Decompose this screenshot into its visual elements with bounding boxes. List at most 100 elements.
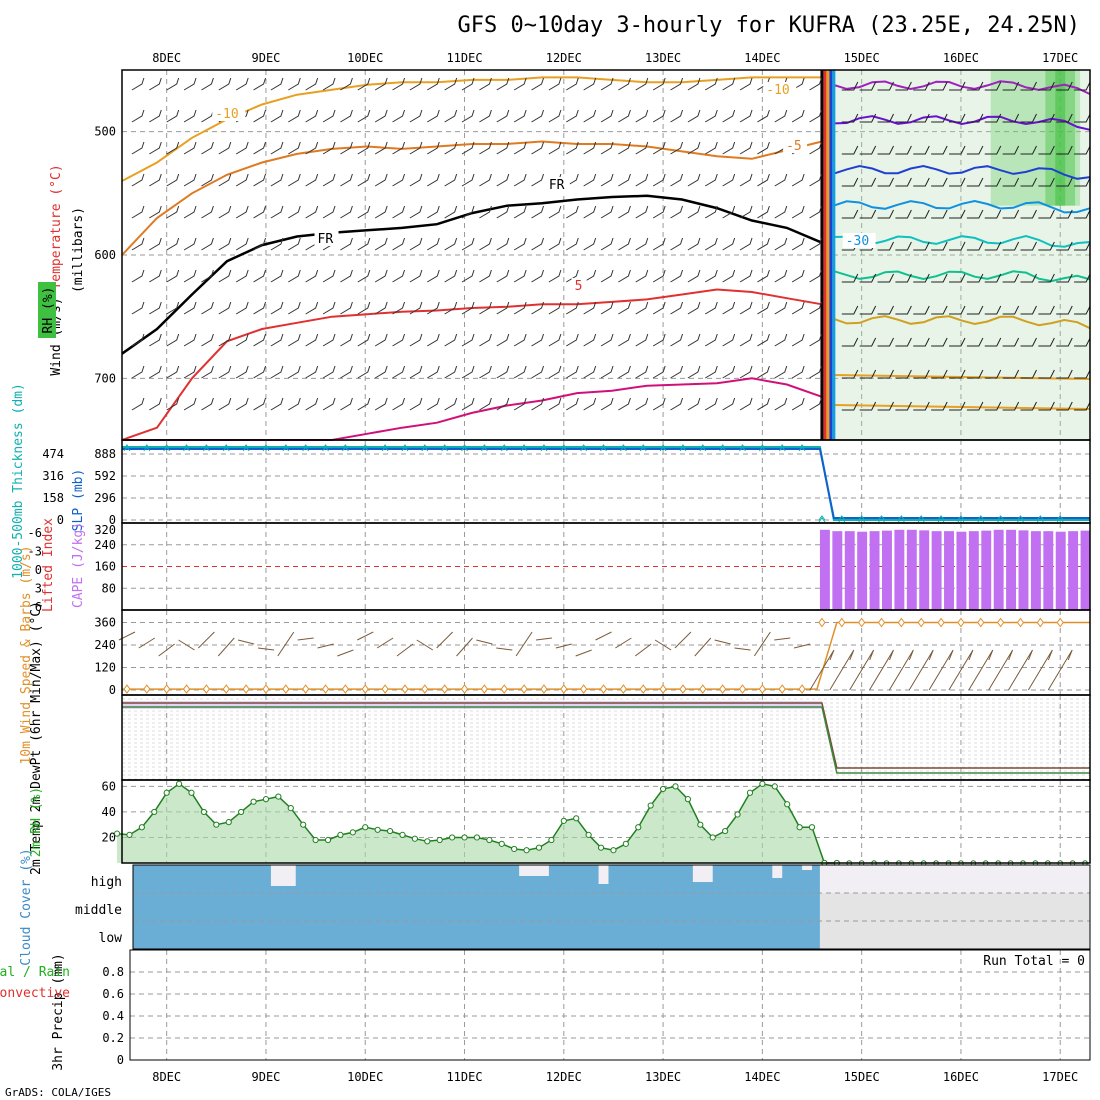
wind-barb	[600, 109, 614, 123]
wind-barb	[913, 337, 930, 347]
wind-barb	[183, 77, 197, 91]
wind-barb	[253, 109, 267, 123]
cape-bar	[857, 531, 868, 610]
wind-barb	[791, 269, 805, 283]
wind-barb	[1074, 273, 1091, 283]
y-tick-right: 160	[94, 560, 116, 574]
wind-barb	[618, 365, 631, 379]
thickness-marker	[838, 515, 846, 521]
wind10-barb	[158, 643, 175, 657]
wind10-barb	[1027, 649, 1053, 691]
thickness-marker	[461, 446, 468, 452]
wind10-barb	[396, 643, 414, 657]
thickness-marker	[798, 444, 806, 450]
wind10-barb	[416, 639, 434, 651]
thickness-marker	[341, 446, 349, 452]
wind-barb	[1056, 337, 1073, 347]
wind-barb	[496, 365, 510, 379]
wind-barb	[357, 365, 371, 379]
wind-barb	[1002, 401, 1020, 411]
contour-label-bg	[571, 278, 587, 293]
wind-barb	[322, 333, 336, 347]
wind-barb	[548, 237, 562, 251]
wind-barb	[305, 301, 319, 315]
wind-barb	[722, 237, 736, 251]
thickness-marker	[202, 444, 210, 450]
series-SLP	[122, 448, 1090, 519]
wind-barb	[895, 177, 912, 187]
wind-barb	[340, 365, 353, 379]
thickness-marker	[322, 444, 329, 450]
thickness-marker	[143, 444, 151, 450]
y-tick-left: 6	[35, 600, 42, 614]
wind-barb	[949, 145, 966, 155]
wind-barb	[757, 301, 770, 315]
wind-barb	[201, 205, 214, 219]
wind-barb	[739, 173, 753, 187]
wind-barb	[183, 173, 197, 187]
wind-barb	[1002, 273, 1020, 283]
wind-speed-line	[122, 621, 1090, 690]
y-tick-label: 0.4	[102, 1009, 124, 1023]
thickness-marker	[500, 444, 508, 450]
wind-barb	[166, 205, 180, 219]
wind-barb	[670, 141, 684, 155]
wind-barb	[183, 141, 197, 155]
y-tick-label: 0.6	[102, 987, 124, 1001]
wind-barb	[305, 77, 319, 91]
wind-barb	[1038, 209, 1055, 219]
wind-barb	[1074, 145, 1091, 155]
wind-barb	[201, 365, 214, 379]
lifted-ylabel: Lifted Index	[41, 518, 56, 612]
wind10-barb	[257, 647, 275, 651]
wind-barb	[513, 77, 527, 91]
wind-barb	[392, 173, 406, 187]
cape-bar	[1068, 531, 1079, 610]
rh2m-point	[784, 801, 791, 808]
wind-barb	[705, 301, 718, 315]
wind-barb	[1020, 177, 1037, 187]
wind-barb	[895, 369, 912, 379]
wind-barb	[566, 205, 579, 219]
cape-bar	[944, 531, 954, 610]
wind-barb	[618, 237, 631, 251]
wind-barb	[479, 141, 492, 155]
wind-barb	[392, 301, 406, 315]
wind-barb	[461, 141, 475, 155]
wind-barb	[1038, 273, 1055, 283]
y-tick-left: 474	[42, 447, 64, 461]
rh2m-point	[362, 824, 369, 831]
wind-barb	[548, 109, 562, 123]
rh2m-point	[684, 796, 692, 803]
wind-barb	[479, 269, 492, 283]
thickness-grid	[166, 440, 1061, 523]
wind-barb	[635, 269, 649, 283]
wind-barb	[670, 109, 684, 123]
wind-barb	[218, 141, 232, 155]
wind-barb	[218, 237, 232, 251]
wind-barb	[966, 145, 984, 155]
wind-barb	[253, 397, 267, 411]
wind-barb	[531, 173, 545, 187]
wind-barb	[149, 237, 162, 251]
thickness-marker	[480, 446, 488, 452]
wind-barb	[859, 369, 877, 379]
wind-speed-marker	[679, 684, 687, 694]
wind-barb	[253, 237, 267, 251]
wind10-barb	[1008, 649, 1033, 691]
wind-barb	[531, 77, 545, 91]
wind-speed-marker	[302, 684, 310, 694]
wind-barb	[253, 301, 267, 315]
thickness-marker	[401, 446, 409, 452]
wind10-barb	[217, 637, 235, 657]
wind-barb	[841, 337, 859, 347]
rh2m-point	[312, 836, 319, 844]
wind-barb	[357, 77, 371, 91]
wind-barb	[600, 365, 614, 379]
wind-barb	[166, 237, 180, 251]
wind-barb	[461, 173, 475, 187]
wind-speed-marker	[659, 684, 667, 694]
wind-barb	[427, 365, 440, 379]
wind-barb	[635, 109, 649, 123]
wind-barb	[877, 401, 894, 411]
